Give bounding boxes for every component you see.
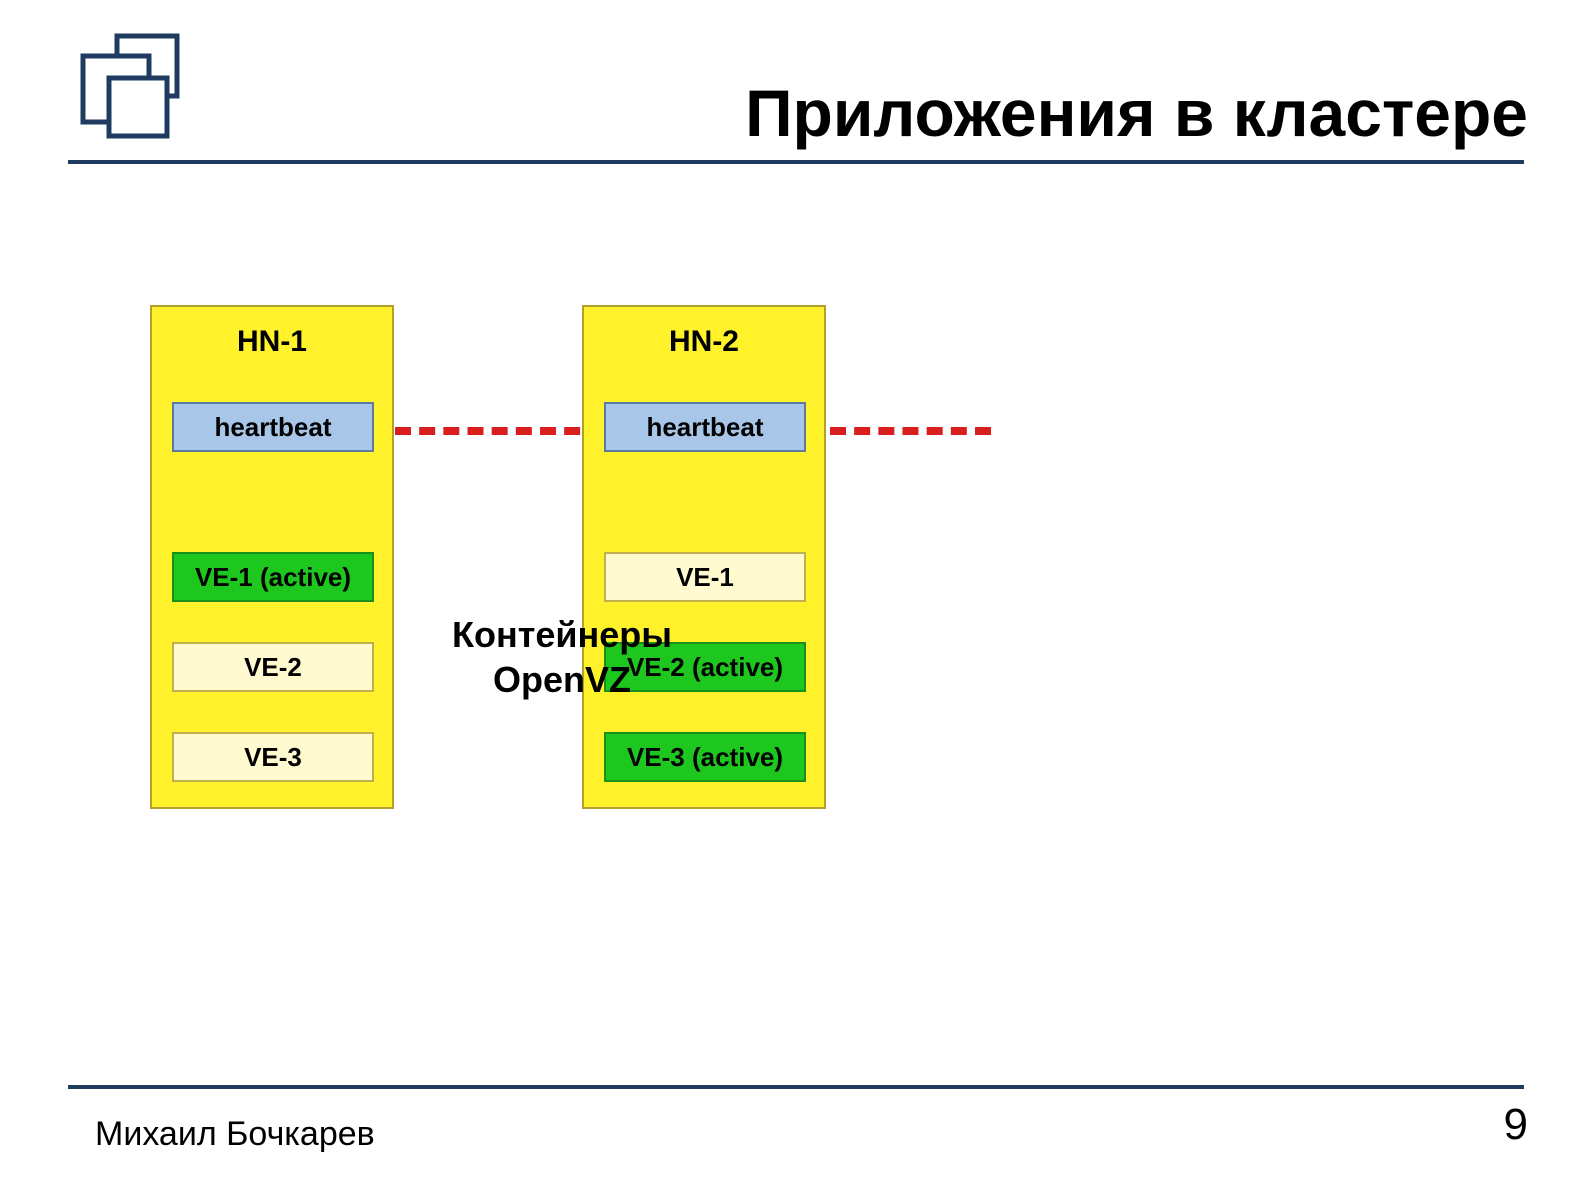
footer-rule [68,1085,1524,1089]
heartbeat-label: heartbeat [214,412,331,443]
ve1-hn2: VE-1 [604,552,806,602]
page-title: Приложения в кластере [745,75,1528,151]
logo-icon [75,30,195,155]
host-hn1-title: HN-1 [152,325,392,359]
heartbeat-label: heartbeat [646,412,763,443]
center-label-line: Контейнеры [452,614,672,655]
ve3-hn1: VE-3 [172,732,374,782]
header-rule [68,160,1524,164]
author-name: Михаил Бочкарев [95,1115,375,1154]
ve2-hn1: VE-2 [172,642,374,692]
ve-label: VE-1 (active) [195,562,351,593]
diagram-center-label: Контейнеры OpenVZ [422,612,702,702]
host-hn2-title: HN-2 [584,325,824,359]
ve-label: VE-2 [244,652,302,683]
ve1-active-hn1: VE-1 (active) [172,552,374,602]
slide: Приложения в кластере HN-1 heartbeat VE-… [0,0,1588,1190]
ve-label: VE-3 [244,742,302,773]
host-hn2: HN-2 heartbeat VE-1 VE-2 (active) VE-3 (… [582,305,826,809]
ve-label: VE-1 [676,562,734,593]
page-number: 9 [1504,1100,1528,1150]
center-label-line: OpenVZ [493,659,631,700]
ve3-active-hn2: VE-3 (active) [604,732,806,782]
heartbeat-box-hn2: heartbeat [604,402,806,452]
host-hn1: HN-1 heartbeat VE-1 (active) VE-2 VE-3 [150,305,394,809]
ve-label: VE-3 (active) [627,742,783,773]
heartbeat-box-hn1: heartbeat [172,402,374,452]
